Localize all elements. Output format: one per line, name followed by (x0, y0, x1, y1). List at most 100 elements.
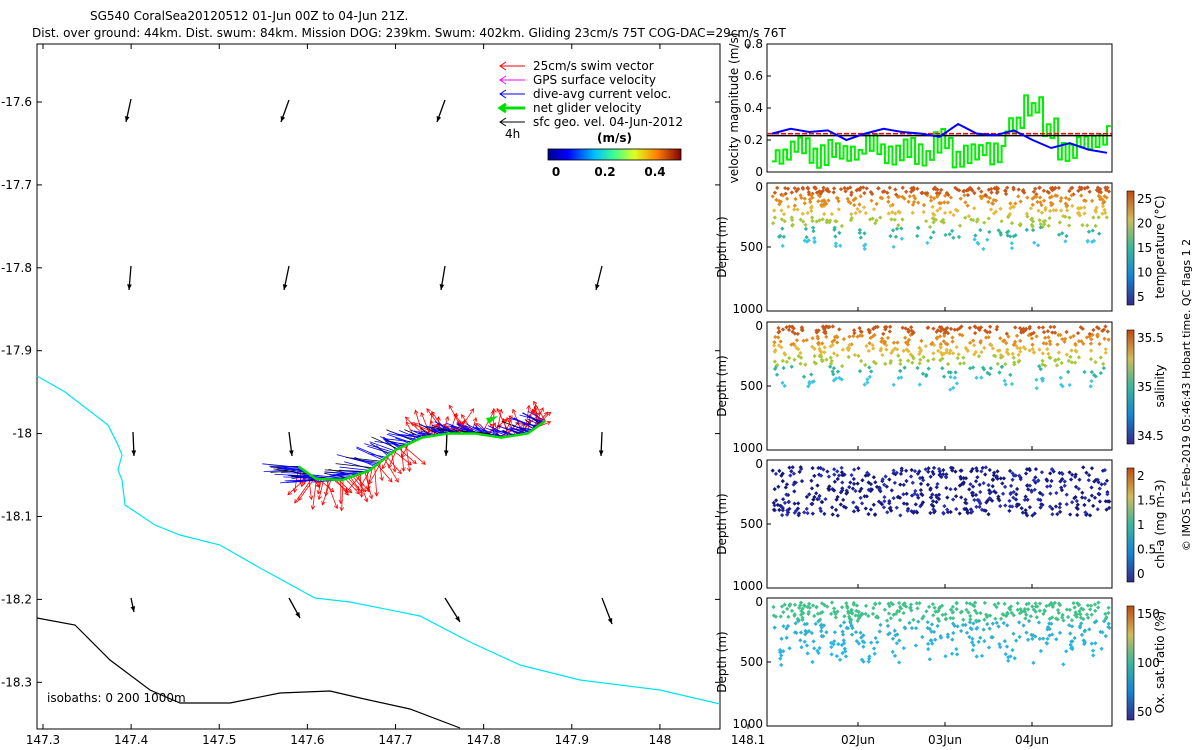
depth-point (984, 500, 989, 505)
depth-point (953, 370, 958, 375)
swim-vector-head (298, 496, 303, 501)
depth-point (925, 240, 930, 246)
depth-point (1035, 243, 1041, 248)
depth-point (812, 235, 817, 241)
depth-point (846, 354, 851, 360)
depth-point (858, 194, 863, 199)
depth-point (815, 483, 820, 488)
depth-point (874, 218, 879, 223)
depth-point (928, 235, 933, 240)
depth-point (947, 232, 952, 237)
depth-point (861, 205, 867, 210)
depth-point (879, 501, 884, 506)
depth-point (880, 477, 885, 482)
depth-point (1015, 345, 1020, 351)
depth-point (819, 199, 825, 204)
depth-point (1057, 501, 1063, 507)
swim-vector-head (358, 489, 363, 494)
depth-point (829, 652, 834, 657)
depth-point (1014, 504, 1019, 509)
depth-point (861, 633, 866, 638)
depth-point (1055, 342, 1060, 347)
depth-point (909, 493, 915, 498)
swim-vector-head (300, 482, 305, 488)
depth-point (963, 622, 968, 628)
depth-point (899, 236, 904, 241)
depth-point (960, 622, 966, 628)
depth-point (833, 234, 838, 239)
depth-point (1096, 193, 1101, 198)
depth-point (840, 629, 845, 634)
depth-point (1049, 203, 1054, 208)
depth-point (938, 345, 943, 350)
depth-point (965, 203, 970, 208)
depth-point (1087, 513, 1093, 518)
colorbar-tick: 35.5 (1137, 331, 1164, 345)
depth-point (1042, 608, 1047, 613)
depth-point (1059, 208, 1064, 213)
geo-vel-arrowhead (443, 450, 449, 456)
copyright-note: © IMOS 15-Feb-2019 05:46:43 Hobart time.… (1180, 239, 1193, 551)
depth-point (776, 343, 782, 348)
depth-point (1082, 502, 1087, 508)
depth-point (1046, 351, 1051, 357)
depth-point (1057, 630, 1063, 635)
depth-point (781, 212, 787, 217)
depth-point (1011, 495, 1016, 500)
depth-point (1034, 386, 1039, 391)
depth-point (1050, 185, 1055, 191)
depth-point (931, 465, 937, 471)
current-vector (374, 440, 405, 447)
depth-point (1007, 468, 1013, 474)
geo-vel-arrowhead (130, 606, 136, 612)
net-glider-track (297, 419, 547, 482)
depth-point (960, 333, 965, 338)
depth-point (839, 223, 845, 229)
depth-point (858, 185, 863, 190)
depth-point (973, 325, 978, 330)
depth-point (848, 480, 853, 485)
current-vector (509, 426, 528, 434)
current-vector (335, 463, 373, 469)
depth-point (1103, 350, 1108, 355)
depth-point (780, 226, 785, 231)
legend-swatch-head (499, 75, 507, 85)
depth-point (1049, 478, 1054, 484)
depth-point (1087, 627, 1092, 632)
depth-point (829, 358, 834, 364)
depth-point (882, 341, 887, 346)
depth-point (1087, 331, 1092, 337)
depth-point (879, 336, 885, 341)
depth-point (771, 507, 777, 512)
depth-point (1005, 623, 1010, 628)
depth-point (774, 498, 779, 503)
depth-point (901, 610, 906, 616)
depth-point (891, 244, 896, 249)
depth-point (839, 642, 845, 648)
depth-point (1089, 239, 1095, 244)
depth-point (904, 189, 909, 194)
swim-vector-head (420, 411, 425, 417)
depth-point (812, 646, 817, 651)
depth-point (955, 652, 960, 657)
depth-point (865, 380, 870, 385)
geo-vel-arrowhead (595, 284, 600, 290)
depth-point (1029, 217, 1034, 222)
depth-point (1016, 187, 1021, 192)
depth-point (1009, 381, 1015, 387)
depth-point (888, 360, 893, 366)
depth-point (837, 657, 843, 662)
depth-point (801, 374, 807, 379)
depth-point (1068, 335, 1073, 340)
depth-point (837, 327, 842, 332)
depth-point (777, 329, 782, 334)
depth-point (872, 651, 877, 656)
swim-vector (506, 417, 516, 436)
depth-point (1058, 198, 1063, 204)
depth-point (954, 381, 960, 386)
geo-vel-arrowhead (439, 284, 445, 290)
depth-point (998, 336, 1003, 341)
depth-point (930, 499, 936, 504)
depth-point (1017, 358, 1022, 363)
depth-point (1030, 604, 1035, 609)
